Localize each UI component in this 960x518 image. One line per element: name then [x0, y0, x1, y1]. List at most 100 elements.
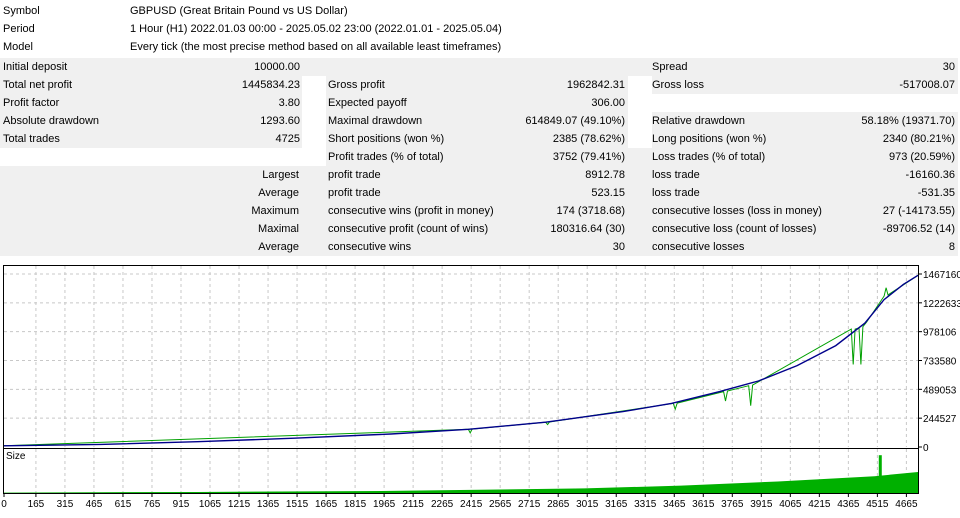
period-label: Period — [3, 23, 35, 35]
x-tick-label: 1815 — [344, 499, 367, 510]
profit-trades-value: 3752 (79.41%) — [552, 151, 625, 163]
maximal-label: Maximal — [258, 223, 299, 235]
size-spike — [878, 455, 882, 493]
avg-cons-losses-label: consecutive losses — [652, 241, 745, 253]
x-tick-label: 1365 — [257, 499, 280, 510]
x-tick-label: 4065 — [779, 499, 802, 510]
y-axis: 1467160 1222633 978106 733580 489053 244527 0 — [918, 270, 960, 454]
x-tick-label: 165 — [28, 499, 45, 510]
avg-cons-losses-value: 8 — [948, 241, 955, 253]
equity-line — [3, 274, 919, 447]
profit-factor-value: 3.80 — [278, 97, 300, 109]
grid — [4, 266, 918, 493]
stats-row: Profit trades (% of total) 3752 (79.41%)… — [0, 148, 960, 166]
gross-profit-value: 1962842.31 — [566, 79, 625, 91]
stats-row: Average consecutive wins 30 consecutive … — [0, 238, 960, 256]
absolute-drawdown-value: 1293.60 — [260, 115, 300, 127]
largest-loss-label: loss trade — [652, 169, 700, 181]
stats-row: Total trades 4725 Short positions (won %… — [0, 130, 960, 148]
relative-drawdown-label: Relative drawdown — [652, 115, 745, 127]
spread-value: 30 — [942, 61, 955, 73]
x-tick-label: 2265 — [431, 499, 454, 510]
stats-row: Average profit trade 523.15 loss trade -… — [0, 184, 960, 202]
x-axis: 0 165 315 465 615 765 915 1065 1215 1365 1515 1665 1… — [1, 493, 918, 510]
maximal-cons-loss-value: -89706.52 (14) — [882, 223, 955, 235]
stats-row: Initial deposit 10000.00 Spread 30 — [0, 58, 960, 76]
x-tick-label: 2565 — [489, 499, 512, 510]
maximal-cons-loss-label: consecutive loss (count of losses) — [652, 223, 817, 235]
balance-chart: 1467160 1222633 978106 733580 489053 244527 0 … — [1, 265, 960, 510]
x-tick-label: 3765 — [721, 499, 744, 510]
stats-row: Largest profit trade 8912.78 loss trade … — [0, 166, 960, 184]
largest-profit-label: profit trade — [328, 169, 381, 181]
largest-label: Largest — [262, 169, 299, 181]
size-series — [4, 455, 918, 493]
loss-trades-label: Loss trades (% of total) — [652, 151, 766, 163]
max-cons-wins-label: consecutive wins (profit in money) — [328, 205, 494, 217]
average2-label: Average — [258, 241, 299, 253]
average-loss-value: -531.35 — [917, 187, 955, 199]
stats-row: Profit factor 3.80 Expected payoff 306.0… — [0, 94, 960, 112]
profit-factor-label: Profit factor — [3, 97, 60, 109]
gross-loss-value: -517008.07 — [899, 79, 955, 91]
x-tick-label: 615 — [115, 499, 132, 510]
avg-cons-wins-value: 30 — [612, 241, 625, 253]
x-tick-label: 3015 — [576, 499, 599, 510]
model-label: Model — [3, 41, 33, 53]
maximum-label: Maximum — [251, 205, 299, 217]
largest-loss-value: -16160.36 — [905, 169, 955, 181]
balance-line — [3, 274, 919, 447]
stats-row: Total net profit 1445834.23 Gross profit… — [0, 76, 960, 94]
y-tick-label: 0 — [923, 443, 929, 454]
y-tick-label: 1222633 — [923, 299, 960, 310]
total-net-profit-value: 1445834.23 — [241, 79, 300, 91]
average-loss-label: loss trade — [652, 187, 700, 199]
x-tick-label: 1665 — [315, 499, 338, 510]
x-tick-label: 4665 — [895, 499, 918, 510]
x-tick-label: 3315 — [634, 499, 657, 510]
y-tick-label: 244527 — [923, 414, 957, 425]
x-tick-label: 2715 — [518, 499, 541, 510]
stats-row: Absolute drawdown 1293.60 Maximal drawdo… — [0, 112, 960, 130]
period-value: 1 Hour (H1) 2022.01.03 00:00 - 2025.05.0… — [130, 23, 502, 35]
x-tick-label: 3165 — [605, 499, 628, 510]
series-lines — [3, 274, 919, 447]
x-tick-label: 2415 — [460, 499, 483, 510]
y-tick-label: 489053 — [923, 385, 957, 396]
x-tick-label: 3915 — [750, 499, 773, 510]
initial-deposit-value: 10000.00 — [254, 61, 300, 73]
x-tick-label: 1515 — [286, 499, 309, 510]
maximal-drawdown-value: 614849.07 (49.10%) — [525, 115, 625, 127]
expected-payoff-label: Expected payoff — [328, 97, 407, 109]
stats-row: Maximum consecutive wins (profit in mone… — [0, 202, 960, 220]
initial-deposit-label: Initial deposit — [3, 61, 68, 73]
x-tick-label: 4515 — [866, 499, 889, 510]
largest-profit-value: 8912.78 — [585, 169, 625, 181]
profit-trades-label: Profit trades (% of total) — [328, 151, 444, 163]
symbol-row: Symbol GBPUSD (Great Britain Pound vs US… — [0, 2, 960, 20]
total-trades-label: Total trades — [3, 133, 60, 145]
symbol-value: GBPUSD (Great Britain Pound vs US Dollar… — [130, 5, 348, 17]
expected-payoff-value: 306.00 — [591, 97, 625, 109]
x-tick-label: 315 — [57, 499, 74, 510]
absolute-drawdown-label: Absolute drawdown — [3, 115, 100, 127]
main-plot-frame — [3, 265, 919, 449]
x-tick-label: 3465 — [663, 499, 686, 510]
x-tick-label: 1215 — [228, 499, 251, 510]
spread-label: Spread — [652, 61, 688, 73]
avg-cons-wins-label: consecutive wins — [328, 241, 412, 253]
loss-trades-value: 973 (20.59%) — [888, 151, 955, 163]
gross-loss-label: Gross loss — [652, 79, 704, 91]
x-tick-label: 1065 — [199, 499, 222, 510]
size-label: Size — [6, 451, 26, 462]
short-positions-label: Short positions (won %) — [328, 133, 445, 145]
total-net-profit-label: Total net profit — [3, 79, 73, 91]
long-positions-label: Long positions (won %) — [652, 133, 767, 145]
maximal-drawdown-label: Maximal drawdown — [328, 115, 423, 127]
symbol-label: Symbol — [3, 5, 40, 17]
x-tick-label: 2865 — [547, 499, 570, 510]
short-positions-value: 2385 (78.62%) — [552, 133, 625, 145]
size-area — [4, 472, 918, 493]
gross-profit-label: Gross profit — [328, 79, 385, 91]
total-trades-value: 4725 — [275, 133, 300, 145]
